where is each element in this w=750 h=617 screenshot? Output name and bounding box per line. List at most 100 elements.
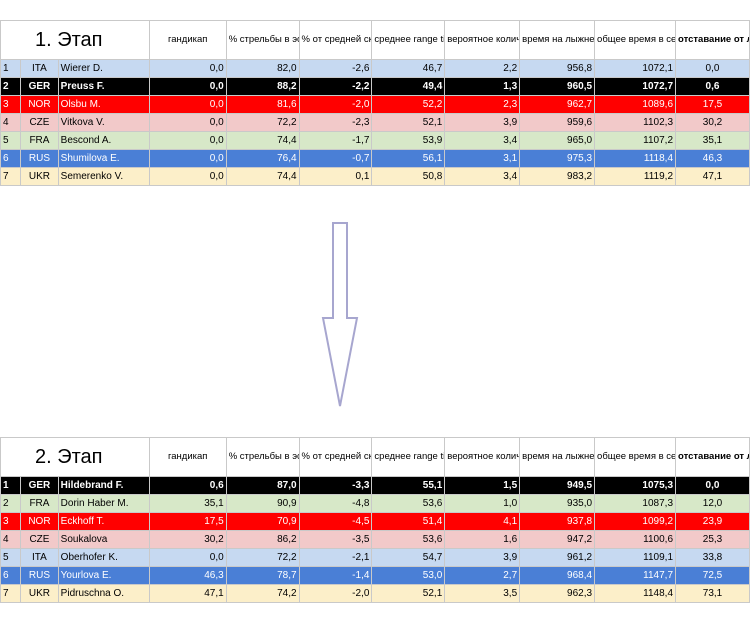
table-row: 5 FRA Bescond A. 0,0 74,4 -1,7 53,9 3,4 965,0 110…: [0, 131, 750, 150]
pos-cell: 6: [0, 149, 22, 168]
extra-rounds-cell: 1,3: [444, 77, 521, 96]
speed-cell: -3,5: [298, 530, 373, 549]
handicap-cell: 0,0: [148, 149, 227, 168]
handicap-cell: 30,2: [148, 530, 227, 549]
handicap-cell: 47,1: [148, 584, 227, 603]
shooting-cell: 86,2: [225, 530, 300, 549]
extra-rounds-cell: 2,7: [444, 566, 521, 585]
ski-time-cell: 983,2: [519, 167, 596, 186]
range-time-cell: 53,6: [371, 494, 446, 513]
handicap-cell: 46,3: [148, 566, 227, 585]
col-extra-rounds: вероятное количество доп. патронов: [444, 437, 521, 477]
shooting-cell: 72,2: [225, 548, 300, 567]
col-extra-rounds: вероятное количество доп. патронов: [444, 20, 521, 60]
range-time-cell: 56,1: [371, 149, 446, 168]
speed-cell: -2,0: [298, 95, 373, 114]
pos-cell: 3: [0, 95, 22, 114]
ski-time-cell: 956,8: [519, 59, 596, 78]
shooting-cell: 70,9: [225, 512, 300, 531]
speed-cell: -4,5: [298, 512, 373, 531]
shooting-cell: 87,0: [225, 476, 300, 495]
ski-time-cell: 975,3: [519, 149, 596, 168]
range-time-cell: 52,1: [371, 584, 446, 603]
pos-cell: 2: [0, 494, 22, 513]
pos-cell: 5: [0, 131, 22, 150]
country-cell: ITA: [20, 59, 59, 78]
table-row: 2 FRA Dorin Haber M. 35,1 90,9 -4,8 53,6 1,0 935…: [0, 494, 750, 513]
shooting-cell: 90,9: [225, 494, 300, 513]
stage-1-title: 1. Этап: [0, 20, 150, 60]
pos-cell: 1: [0, 476, 22, 495]
total-time-cell: 1075,3: [594, 476, 677, 495]
total-time-cell: 1089,6: [594, 95, 677, 114]
speed-cell: -3,3: [298, 476, 373, 495]
pos-cell: 7: [0, 584, 22, 603]
pos-cell: 1: [0, 59, 22, 78]
shooting-cell: 74,2: [225, 584, 300, 603]
extra-rounds-cell: 3,9: [444, 548, 521, 567]
table-row: 7 UKR Semerenko V. 0,0 74,4 0,1 50,8 3,4 983,2 11…: [0, 167, 750, 186]
extra-rounds-cell: 1,6: [444, 530, 521, 549]
total-time-cell: 1099,2: [594, 512, 677, 531]
range-time-cell: 54,7: [371, 548, 446, 567]
table-row: 7 UKR Pidruschna O. 47,1 74,2 -2,0 52,1 3,5 962,…: [0, 584, 750, 603]
country-cell: ITA: [20, 548, 59, 567]
range-time-cell: 52,1: [371, 113, 446, 132]
pos-cell: 5: [0, 548, 22, 567]
total-time-cell: 1100,6: [594, 530, 677, 549]
athlete-name-cell: Olsbu M.: [57, 95, 150, 114]
gap-cell: 23,9: [675, 512, 750, 531]
pos-cell: 2: [0, 77, 22, 96]
athlete-name-cell: Oberhofer K.: [57, 548, 150, 567]
speed-cell: -4,8: [298, 494, 373, 513]
handicap-cell: 0,0: [148, 131, 227, 150]
gap-cell: 0,0: [675, 59, 750, 78]
gap-cell: 33,8: [675, 548, 750, 567]
range-time-cell: 52,2: [371, 95, 446, 114]
col-speed: % от средней скорости в сезоне: [298, 437, 373, 477]
shooting-cell: 72,2: [225, 113, 300, 132]
country-cell: GER: [20, 77, 59, 96]
total-time-cell: 1147,7: [594, 566, 677, 585]
table-row: 2 GER Preuss F. 0,0 88,2 -2,2 49,4 1,3 960,5 1072…: [0, 77, 750, 96]
total-time-cell: 1072,7: [594, 77, 677, 96]
gap-cell: 25,3: [675, 530, 750, 549]
ski-time-cell: 959,6: [519, 113, 596, 132]
athlete-name-cell: Wierer D.: [57, 59, 150, 78]
table-row: 1 GER Hildebrand F. 0,6 87,0 -3,3 55,1 1,5 949,5…: [0, 476, 750, 495]
total-time-cell: 1102,3: [594, 113, 677, 132]
col-ski-time: время на лыжне в секундах: [519, 437, 596, 477]
extra-rounds-cell: 2,3: [444, 95, 521, 114]
pos-cell: 7: [0, 167, 22, 186]
shooting-cell: 88,2: [225, 77, 300, 96]
handicap-cell: 0,0: [148, 59, 227, 78]
table-row: 3 NOR Olsbu M. 0,0 81,6 -2,0 52,2 2,3 962,7 1089,…: [0, 95, 750, 114]
gap-cell: 30,2: [675, 113, 750, 132]
country-cell: NOR: [20, 95, 59, 114]
handicap-cell: 0,6: [148, 476, 227, 495]
shooting-cell: 74,4: [225, 167, 300, 186]
total-time-cell: 1118,4: [594, 149, 677, 168]
total-time-cell: 1072,1: [594, 59, 677, 78]
athlete-name-cell: Bescond A.: [57, 131, 150, 150]
table-row: 6 RUS Shumilova E. 0,0 76,4 -0,7 56,1 3,1 975,3 1…: [0, 149, 750, 168]
total-time-cell: 1107,2: [594, 131, 677, 150]
stage-2-title: 2. Этап: [0, 437, 150, 477]
total-time-cell: 1087,3: [594, 494, 677, 513]
handicap-cell: 0,0: [148, 113, 227, 132]
speed-cell: -0,7: [298, 149, 373, 168]
gap-cell: 72,5: [675, 566, 750, 585]
col-shooting: % стрельбы в эстафетах в сезоне: [225, 437, 300, 477]
extra-rounds-cell: 3,4: [444, 167, 521, 186]
country-cell: RUS: [20, 149, 59, 168]
shooting-cell: 81,6: [225, 95, 300, 114]
extra-rounds-cell: 3,4: [444, 131, 521, 150]
table-row: 4 CZE Vitkova V. 0,0 72,2 -2,3 52,1 3,9 959,6 110…: [0, 113, 750, 132]
ski-time-cell: 960,5: [519, 77, 596, 96]
col-total-time: общее время в секундах с гандикапом: [594, 20, 677, 60]
col-range-time: среднее range time: [371, 20, 446, 60]
country-cell: CZE: [20, 113, 59, 132]
extra-rounds-cell: 3,9: [444, 113, 521, 132]
range-time-cell: 49,4: [371, 77, 446, 96]
range-time-cell: 53,6: [371, 530, 446, 549]
